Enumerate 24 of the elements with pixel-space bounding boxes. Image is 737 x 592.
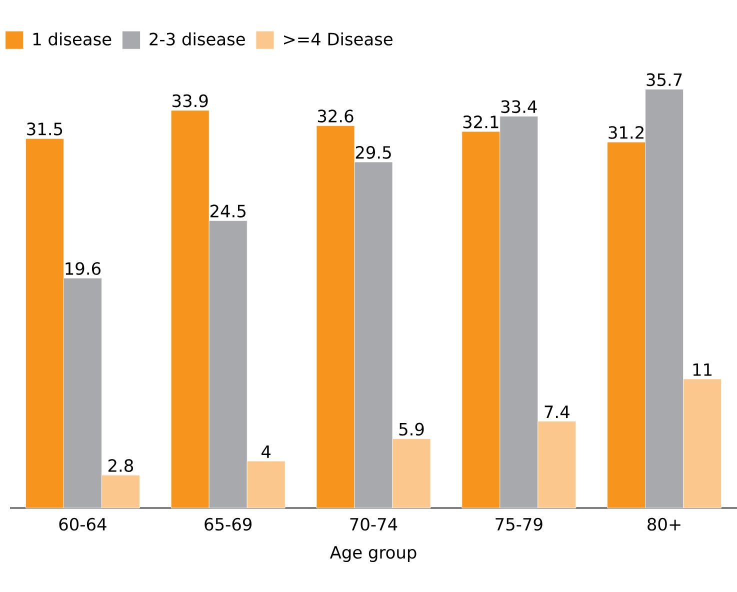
data-label: 32.6 (318, 110, 354, 122)
data-label: 31.2 (608, 126, 644, 139)
x-tick-label: 70-74 (350, 518, 398, 531)
data-label: 31.5 (27, 122, 62, 136)
x-axis-title: Age group (330, 546, 416, 562)
data-label: 11 (693, 363, 712, 376)
data-label: 2.8 (108, 459, 134, 472)
x-tick-label: 60-64 (59, 518, 106, 531)
legend-label: 1 disease (33, 32, 112, 46)
data-label: 29.5 (356, 146, 391, 159)
x-tick-label: 75-79 (496, 518, 542, 531)
data-label: 35.7 (646, 73, 682, 86)
data-label: 33.4 (501, 100, 537, 114)
data-label: 7.4 (544, 406, 570, 418)
legend-label: 2-3 disease (150, 32, 245, 46)
data-label: 24.5 (210, 204, 246, 218)
legend-label: >=4 Disease (284, 32, 392, 46)
x-tick-label: 80+ (648, 518, 680, 531)
data-label: 19.6 (66, 262, 100, 275)
x-tick-label: 65-69 (204, 518, 252, 531)
data-label: 33.9 (172, 94, 208, 108)
data-label: 4 (262, 446, 271, 458)
data-label: 5.9 (399, 422, 424, 436)
data-label: 32.1 (463, 116, 498, 128)
